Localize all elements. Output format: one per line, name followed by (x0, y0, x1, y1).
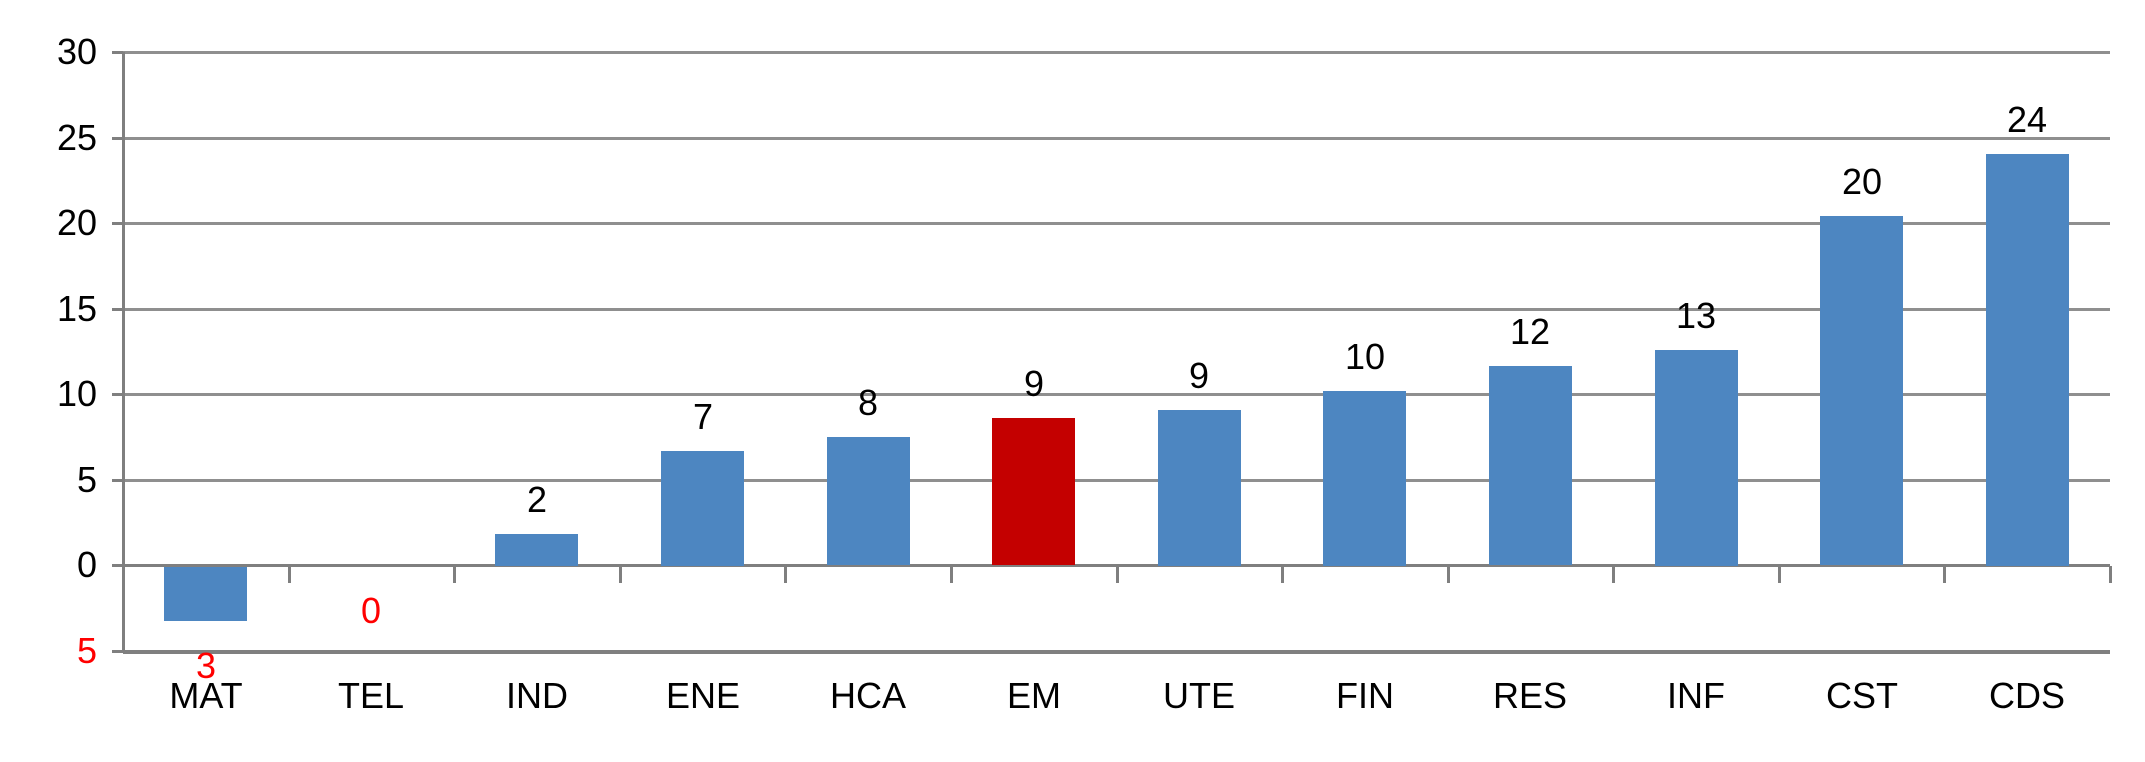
bar-value-label: 7 (692, 396, 714, 437)
y-axis-tick (112, 393, 123, 396)
y-axis-tick-label: 20 (56, 202, 97, 243)
x-axis-label-hca: HCA (829, 675, 906, 716)
gridline (123, 650, 2110, 654)
bar-value-label: 9 (1188, 355, 1210, 396)
bar-em (992, 418, 1075, 565)
y-axis-line (122, 52, 125, 653)
bar-value-label: 8 (857, 382, 879, 423)
x-axis-label-cst: CST (1826, 675, 1898, 716)
y-axis-tick (112, 137, 123, 140)
y-axis-tick (112, 51, 123, 54)
bar-value-label: 0 (360, 590, 382, 631)
x-axis-tick (1447, 566, 1450, 583)
x-axis-label-mat: MAT (169, 675, 243, 716)
bar-ene (661, 451, 744, 566)
y-axis-tick (112, 222, 123, 225)
bar-ind (495, 534, 578, 566)
bar-res (1489, 366, 1572, 565)
y-axis-tick-label: 30 (56, 31, 97, 72)
x-axis-tick (2109, 566, 2112, 583)
bar-value-label: 13 (1675, 295, 1717, 336)
gridline (123, 393, 2110, 396)
y-axis-tick (112, 479, 123, 482)
bar-value-label: 2 (526, 479, 548, 520)
gridline (123, 137, 2110, 140)
bar-inf (1655, 350, 1738, 566)
x-axis-tick (288, 566, 291, 583)
x-axis-tick (1943, 566, 1946, 583)
x-axis-label-res: RES (1492, 675, 1568, 716)
bar-value-label: 24 (2006, 99, 2048, 140)
bar-cds (1986, 154, 2069, 566)
bar-value-label: 20 (1841, 161, 1883, 202)
y-axis-tick (112, 650, 123, 653)
x-axis-tick (1612, 566, 1615, 583)
x-axis-tick (950, 566, 953, 583)
bar-fin (1323, 391, 1406, 566)
x-axis-label-inf: INF (1667, 675, 1725, 716)
gridline (123, 564, 2110, 567)
x-axis-label-ind: IND (506, 675, 568, 716)
x-axis-label-em: EM (1007, 675, 1061, 716)
x-axis-label-cds: CDS (1988, 675, 2065, 716)
y-axis-tick-label: 15 (56, 288, 97, 329)
bar-cst (1820, 216, 1903, 565)
y-axis-tick-label: 5 (76, 459, 97, 500)
bar-value-label: 9 (1023, 363, 1045, 404)
x-axis-label-fin: FIN (1336, 675, 1394, 716)
y-axis-tick-label: 5 (76, 630, 97, 671)
gridline (123, 51, 2110, 54)
bar-ute (1158, 410, 1241, 566)
bar-value-label: 3 (195, 645, 217, 686)
x-axis-tick (784, 566, 787, 583)
x-axis-tick (1116, 566, 1119, 583)
gridline (123, 222, 2110, 225)
y-axis-tick-label: 10 (56, 373, 97, 414)
x-axis-tick (1281, 566, 1284, 583)
x-axis-label-tel: TEL (337, 675, 405, 716)
gridline (123, 479, 2110, 482)
x-axis-tick (122, 566, 125, 583)
x-axis-label-ene: ENE (665, 675, 741, 716)
y-axis-tick-label: 25 (56, 117, 97, 158)
gridline (123, 308, 2110, 311)
y-axis-tick-label: 0 (76, 544, 97, 585)
bar-hca (827, 437, 910, 565)
x-axis-tick (619, 566, 622, 583)
bar-value-label: 10 (1344, 336, 1386, 377)
y-axis-tick (112, 308, 123, 311)
x-axis-tick (453, 566, 456, 583)
y-axis-tick (112, 564, 123, 567)
x-axis-tick (1778, 566, 1781, 583)
bar-mat (164, 567, 247, 621)
x-axis-label-ute: UTE (1163, 675, 1235, 716)
bar-value-label: 12 (1509, 311, 1551, 352)
